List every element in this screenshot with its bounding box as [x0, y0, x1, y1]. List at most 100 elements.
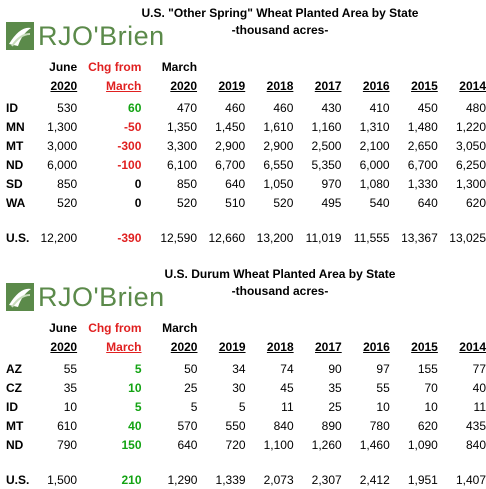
logo-mark-icon [6, 283, 34, 311]
year-cell: 890 [321, 418, 342, 433]
logo-mark-icon [6, 22, 34, 50]
year-cell: 11,555 [353, 230, 390, 245]
header-year: 2017 [314, 78, 342, 93]
year-cell: 1,090 [407, 437, 438, 452]
year-cell: 640 [417, 195, 438, 210]
header-june: June [49, 320, 78, 335]
year-cell: 510 [225, 195, 246, 210]
year-cell: 11 [473, 399, 486, 414]
year-cell: 6,700 [407, 157, 438, 172]
rjobrien-logo: RJO'Brien [6, 283, 165, 311]
state-cell: U.S. [6, 230, 30, 245]
year-cell: 5 [238, 399, 246, 414]
table-row: ND 6,000 -100 6,100 6,700 6,550 5,350 6,000 6,70… [0, 155, 486, 174]
change-cell: 0 [134, 176, 142, 191]
year-cell: 6,250 [455, 157, 486, 172]
year-cell: 2,900 [263, 138, 294, 153]
header-june: June [49, 59, 78, 74]
year-cell: 1,460 [359, 437, 390, 452]
header-year: 2016 [362, 78, 390, 93]
state-cell: ND [6, 437, 24, 452]
year-cell: 430 [321, 100, 342, 115]
year-cell: 1,330 [407, 176, 438, 191]
state-cell: ID [6, 399, 18, 414]
table-row: SD 850 0 850 640 1,050 970 1,080 1,330 1,300 [0, 174, 486, 193]
change-cell: -300 [117, 138, 142, 153]
year-cell: 1,407 [455, 472, 486, 487]
header-year: 2015 [411, 339, 438, 354]
year-cell: 3,050 [455, 138, 486, 153]
year-cell: 780 [369, 418, 390, 433]
header-march: March [162, 320, 198, 335]
june-cell: 3,000 [47, 138, 78, 153]
year-cell: 30 [232, 380, 246, 395]
logo-text: RJO'Brien [38, 21, 165, 51]
year-cell: 410 [369, 100, 390, 115]
june-cell: 6,000 [47, 157, 78, 172]
state-cell: U.S. [6, 472, 30, 487]
spring-table: June Chg from March 2020 March 2020 2019… [0, 57, 486, 247]
header-chg-march: March [106, 78, 142, 93]
year-cell: 2,900 [215, 138, 246, 153]
state-cell: ND [6, 157, 24, 172]
year-cell: 1,220 [455, 119, 486, 134]
year-cell: 97 [376, 361, 390, 376]
march-cell: 6,100 [167, 157, 198, 172]
year-cell: 70 [424, 380, 438, 395]
spring-panel: RJO'Brien U.S. "Other Spring" Wheat Plan… [0, 6, 486, 247]
june-cell: 520 [57, 195, 78, 210]
march-cell: 50 [184, 361, 198, 376]
year-cell: 1,310 [359, 119, 390, 134]
durum-header-years: 2020 March 2020 2019 2018 2017 2016 2015… [0, 337, 486, 356]
year-cell: 460 [273, 100, 294, 115]
header-year: 2016 [363, 339, 390, 354]
header-march-year: 2020 [170, 78, 198, 93]
year-cell: 77 [472, 361, 486, 376]
year-cell: 460 [225, 100, 246, 115]
june-cell: 1,300 [47, 119, 78, 134]
durum-header-top: June Chg from March [0, 318, 486, 337]
header-year: 2017 [315, 339, 342, 354]
header-year: 2014 [459, 78, 486, 93]
year-cell: 480 [465, 100, 486, 115]
year-cell: 450 [417, 100, 438, 115]
header-chg-from: Chg from [88, 59, 142, 74]
march-cell: 1,290 [167, 472, 198, 487]
spring-subtitle: -thousand acres- [231, 23, 329, 37]
table-row: AZ 55 5 50 34 74 90 97 155 77 [0, 359, 486, 378]
year-cell: 2,073 [263, 472, 294, 487]
june-cell: 35 [63, 380, 78, 395]
state-cell: MT [6, 138, 24, 153]
total-row: U.S. 12,200 -390 12,590 12,660 13,200 11,019 11… [0, 228, 486, 247]
year-cell: 13,200 [256, 230, 294, 245]
spring-header-top: June Chg from March [0, 57, 486, 76]
state-cell: CZ [6, 380, 22, 395]
year-cell: 640 [225, 176, 246, 191]
header-june-year: 2020 [50, 339, 78, 354]
year-cell: 25 [328, 399, 342, 414]
march-cell: 5 [190, 399, 198, 414]
june-cell: 12,200 [40, 230, 78, 245]
year-cell: 55 [376, 380, 390, 395]
year-cell: 620 [465, 195, 486, 210]
table-row: ID 530 60 470 460 460 430 410 450 480 [0, 98, 486, 117]
year-cell: 6,000 [359, 157, 390, 172]
change-cell: 10 [128, 380, 142, 395]
year-cell: 1,160 [311, 119, 342, 134]
year-cell: 1,610 [263, 119, 294, 134]
year-cell: 40 [472, 380, 486, 395]
header-year: 2019 [218, 78, 246, 93]
year-cell: 90 [328, 361, 342, 376]
change-cell: 5 [134, 399, 142, 414]
june-cell: 1,500 [47, 472, 78, 487]
year-cell: 34 [232, 361, 246, 376]
june-cell: 55 [63, 361, 78, 376]
year-cell: 6,700 [215, 157, 246, 172]
total-row: U.S. 1,500 210 1,290 1,339 2,073 2,307 2,412 1,9… [0, 470, 486, 489]
header-chg-march: March [106, 339, 142, 354]
durum-body: AZ 55 5 50 34 74 90 97 155 77 CZ 35 10 25 30 45 35 55 70 40… [0, 356, 486, 489]
june-cell: 530 [57, 100, 78, 115]
year-cell: 2,412 [359, 472, 390, 487]
march-cell: 570 [177, 418, 198, 433]
header-year: 2014 [459, 339, 486, 354]
